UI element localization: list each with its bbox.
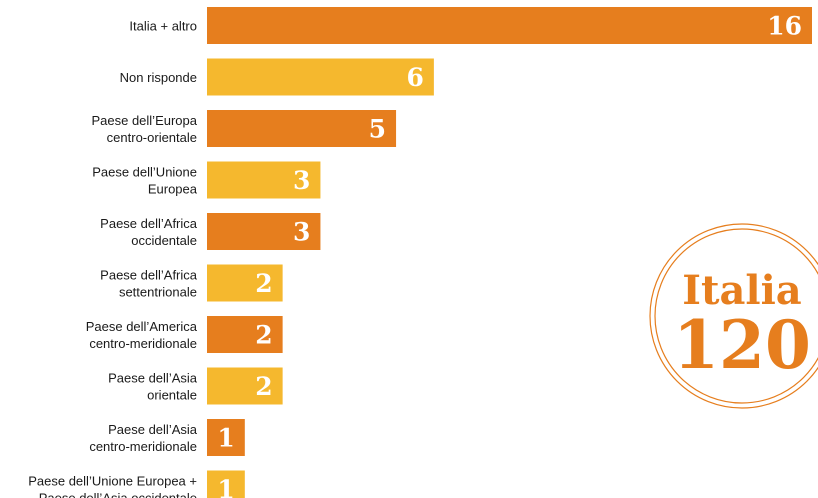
value-label-8: 1 [217, 424, 234, 453]
italia-120-logo: Italia 120 [649, 223, 818, 409]
bar-2 [207, 110, 397, 147]
category-label-1: Non risponde [120, 70, 197, 85]
bar-6 [207, 316, 283, 353]
category-label-4: Paese dell’Africa occidentale [100, 216, 198, 248]
value-label-4: 3 [293, 218, 310, 247]
category-label-3: Paese dell’Unione Europea [92, 165, 198, 197]
bar-0 [207, 7, 812, 44]
value-label-1: 6 [406, 63, 423, 92]
bar-7 [207, 367, 283, 405]
bar-5 [207, 264, 283, 302]
value-label-3: 3 [293, 166, 310, 195]
bar-3 [207, 161, 321, 199]
category-label-7: Paese dell’Asia orientale [108, 371, 198, 403]
category-label-6: Paese dell’America centro-meridionale [86, 319, 198, 351]
category-label-2: Paese dell’Europa centro-orientale [91, 113, 197, 145]
category-label-5: Paese dell’Africa settentrionale [100, 268, 198, 300]
value-label-9: 1 [217, 475, 234, 498]
bars-layer: 16 Italia + altro 6 Non risponde 5 Paese dell… [28, 7, 812, 498]
bar-9 [207, 470, 245, 498]
value-label-5: 2 [255, 269, 272, 298]
bar-4 [207, 213, 321, 250]
value-label-6: 2 [255, 321, 272, 350]
logo-circle-inner [654, 228, 818, 404]
logo-circle-outer [649, 223, 818, 409]
value-label-7: 2 [255, 372, 272, 401]
value-label-0: 16 [767, 12, 802, 41]
logo-line2: 120 [673, 306, 811, 384]
bar-8 [207, 419, 245, 456]
logo-line1: Italia [682, 267, 801, 314]
bar-1 [207, 58, 434, 96]
value-label-2: 5 [369, 115, 386, 144]
category-label-0: Italia + altro [129, 19, 197, 34]
category-label-9: Paese dell’Unione Europea + Paese dell’As… [28, 474, 197, 498]
category-label-8: Paese dell’Asia centro-meridionale [89, 422, 197, 454]
